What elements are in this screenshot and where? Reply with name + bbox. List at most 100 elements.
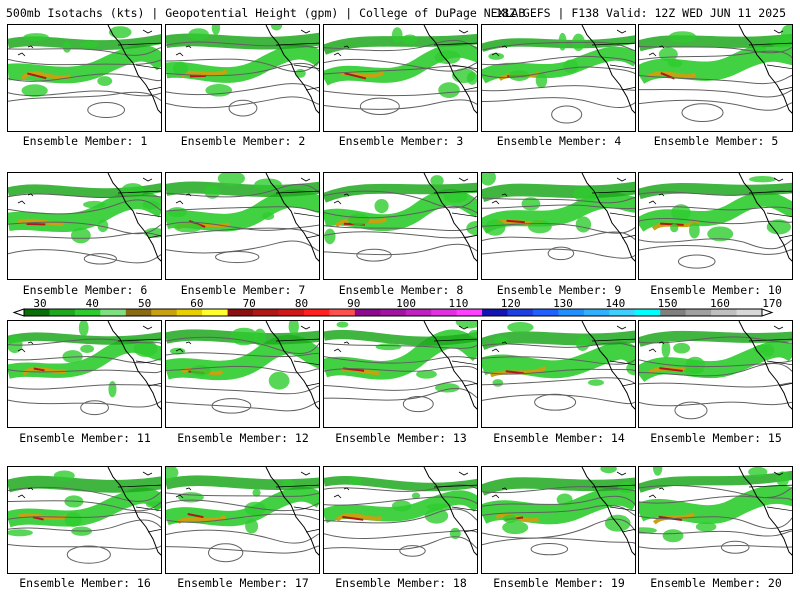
isotach-blob <box>600 467 617 474</box>
jet-core <box>339 70 385 78</box>
isotach-blob <box>776 471 790 487</box>
isotach-swath <box>639 33 792 52</box>
colorbar-segment <box>202 309 229 316</box>
ensemble-member-label: Ensemble Member: 3 <box>338 134 464 148</box>
height-contour <box>324 387 477 401</box>
colorbar-segment <box>685 309 712 316</box>
isotach-blob <box>166 467 179 481</box>
political-border <box>433 190 477 239</box>
ensemble-member-label: Ensemble Member: 14 <box>493 431 625 445</box>
ensemble-member-label: Ensemble Member: 16 <box>19 576 151 590</box>
colorbar-tick-label: 40 <box>85 297 99 310</box>
height-contour <box>8 47 161 56</box>
coastline <box>491 471 627 499</box>
height-contour <box>482 486 635 494</box>
coastline <box>333 177 469 205</box>
colorbar-segment <box>176 309 203 316</box>
isotach-blob <box>639 527 657 534</box>
coastline <box>175 471 311 499</box>
ensemble-map-panel <box>481 172 636 280</box>
jet-core <box>27 72 47 80</box>
height-contour <box>211 398 252 414</box>
height-contour <box>639 359 792 368</box>
isotach-blob <box>667 59 683 68</box>
height-contour <box>359 97 400 116</box>
height-contour <box>8 544 161 550</box>
header-valid-time: 18Z GEFS | F138 Valid: 12Z WED JUN 11 20… <box>495 6 786 20</box>
ensemble-map-panel <box>323 24 478 132</box>
map-plot <box>324 173 477 262</box>
isotach-swath <box>324 490 477 524</box>
height-contour <box>324 225 477 231</box>
height-contour <box>166 365 319 374</box>
height-contour <box>639 515 792 529</box>
coastline <box>175 325 311 353</box>
colorbar-tick-label: 110 <box>448 297 469 310</box>
height-contour <box>166 221 319 231</box>
colorbar-segment <box>609 309 636 316</box>
ensemble-map-panel <box>481 466 636 574</box>
wind-speed-colorbar <box>12 308 774 317</box>
isotach-blob <box>503 514 517 523</box>
colorbar-tick-label: 100 <box>396 297 417 310</box>
map-plot <box>8 173 161 265</box>
height-contour <box>482 41 635 52</box>
height-contour <box>324 99 477 110</box>
isotach-blob <box>507 321 534 333</box>
isotach-blob <box>748 467 768 478</box>
isotach-blob <box>402 34 418 45</box>
political-border <box>591 484 635 533</box>
height-contour <box>166 96 319 109</box>
ensemble-member-label: Ensemble Member: 15 <box>650 431 782 445</box>
height-contour <box>166 240 319 254</box>
political-border <box>117 42 161 91</box>
height-contour <box>166 352 319 358</box>
coastline <box>738 467 792 556</box>
ensemble-map-panel <box>638 172 793 280</box>
isotach-blob <box>528 220 552 234</box>
height-contour <box>8 58 161 66</box>
coastline <box>581 467 635 556</box>
isotach-blob <box>143 227 161 238</box>
coastline <box>581 173 635 262</box>
height-contour <box>208 543 244 563</box>
height-contour <box>639 218 792 225</box>
colorbar-segment <box>253 309 279 316</box>
isotach-blob <box>424 508 449 524</box>
isotach-blob <box>707 226 734 242</box>
height-contour <box>8 384 161 390</box>
map-plot <box>166 25 319 117</box>
height-contour <box>324 65 477 75</box>
isotach-blob <box>268 371 290 390</box>
jet-core <box>335 513 383 522</box>
height-contour <box>482 377 635 386</box>
isotach-blob <box>685 356 706 374</box>
colorbar-tick-label: 70 <box>242 297 256 310</box>
isotach-swath <box>482 486 635 525</box>
coastline <box>423 321 477 410</box>
isotach-blob <box>573 186 599 202</box>
isotach-blob <box>281 479 295 489</box>
coastline <box>17 471 153 499</box>
height-contour <box>324 530 477 540</box>
coastline <box>17 177 153 205</box>
map-plot <box>324 25 477 116</box>
isotach-blob <box>97 219 109 233</box>
height-contour <box>482 495 635 507</box>
coastline <box>648 471 784 499</box>
height-contour <box>639 495 792 504</box>
colorbar-right-arrow <box>761 308 774 317</box>
height-contour <box>639 363 792 377</box>
height-contour <box>482 223 635 234</box>
isotach-blob <box>416 369 437 379</box>
height-contour <box>639 336 792 344</box>
colorbar-tick-label: 170 <box>762 297 783 310</box>
ensemble-member-label: Ensemble Member: 12 <box>177 431 309 445</box>
colorbar-segment <box>634 309 661 316</box>
coastline <box>491 29 627 57</box>
isotach-blob <box>521 197 541 211</box>
map-plot <box>482 467 635 556</box>
political-border <box>433 42 477 91</box>
height-contour <box>324 231 477 239</box>
political-border <box>433 484 477 533</box>
